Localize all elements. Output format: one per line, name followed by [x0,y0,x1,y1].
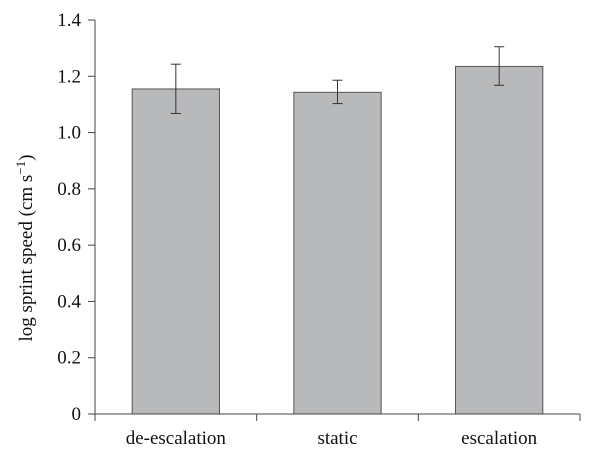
y-tick-label: 0.4 [57,291,81,312]
y-tick-label: 0 [72,404,82,425]
x-category-label: static [317,428,357,449]
error-bar-de-escalation [170,63,181,114]
x-category-label: de-escalation [126,428,227,449]
error-bar-static [332,79,343,105]
y-tick-label: 0.2 [57,348,81,369]
bars-group [131,65,544,415]
y-axis-title-close: ) [16,155,37,161]
y-axis-title: log sprint speed (cm s−1) [13,155,37,342]
y-tick-label: 1.0 [57,123,81,144]
y-ticks-group: 0 0.2 0.4 0.6 0.8 1.0 1.2 1.4 [57,10,95,425]
bar-escalation [455,65,544,415]
bar-static [293,91,382,415]
error-bars-group [170,46,505,114]
y-tick-label: 0.6 [57,235,81,256]
y-tick-label: 1.4 [57,10,81,31]
y-tick-label: 1.2 [57,66,81,87]
error-bar-escalation [494,46,505,86]
bar-de-escalation [131,88,220,415]
y-axis-title-text: log sprint speed (cm s [16,175,37,342]
y-tick-label: 0.8 [57,179,81,200]
x-category-label: escalation [461,428,537,449]
y-axis-title-exponent: −1 [13,161,28,175]
x-categories-group: de-escalation static escalation [94,414,581,449]
